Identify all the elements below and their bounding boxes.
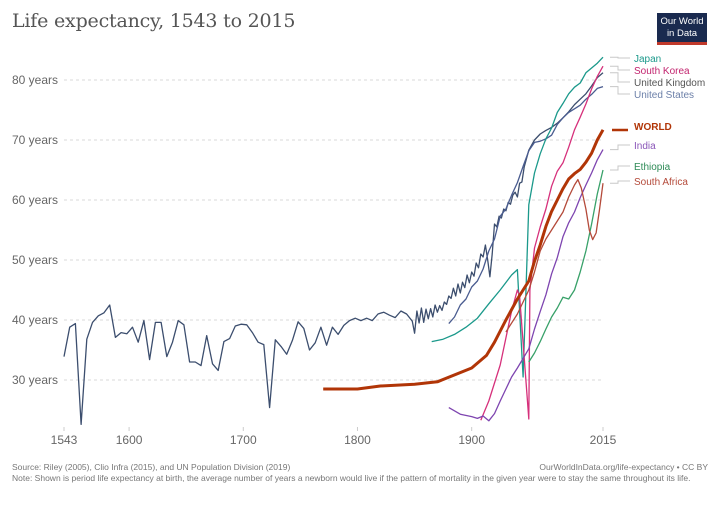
y-tick-label: 80 years [12, 73, 58, 87]
y-tick-label: 30 years [12, 373, 58, 387]
x-tick-label: 1543 [51, 433, 78, 447]
series-line-world[interactable] [323, 129, 605, 391]
y-tick-label: 70 years [12, 133, 58, 147]
series-label-united-kingdom[interactable]: United Kingdom [634, 78, 705, 89]
series-line-japan[interactable] [431, 56, 604, 378]
y-axis: 30 years 40 years 50 years 60 years 70 years… [12, 73, 58, 387]
owid-logo[interactable]: Our World in Data [657, 13, 707, 45]
source-url-link[interactable]: OurWorldInData.org/life-expectancy • CC … [539, 462, 708, 472]
x-tick-label: 1800 [344, 433, 371, 447]
series-line-united-kingdom[interactable] [63, 72, 604, 426]
series-label-south-korea[interactable]: South Korea [634, 66, 690, 77]
series-lines [63, 56, 605, 426]
x-axis: 1543 1600 1700 1800 1900 2015 [51, 427, 617, 447]
series-line-south-korea[interactable] [480, 65, 604, 421]
series-line-india[interactable] [448, 149, 604, 422]
series-line-south-africa[interactable] [505, 178, 604, 333]
source-text: Source: Riley (2005), Clio Infra (2015),… [12, 462, 291, 472]
logo-line-1: Our World [660, 16, 704, 27]
label-connector [610, 56, 630, 59]
label-connector [610, 144, 630, 151]
y-tick-label: 50 years [12, 253, 58, 267]
series-label-united-states[interactable]: United States [634, 90, 694, 101]
x-tick-label: 1900 [458, 433, 485, 447]
series-label-world[interactable]: WORLD [634, 122, 672, 133]
series-label-south-africa[interactable]: South Africa [634, 177, 688, 188]
label-connector [610, 86, 630, 95]
chart-title: Life expectancy, 1543 to 2015 [12, 10, 296, 32]
y-tick-label: 40 years [12, 313, 58, 327]
x-tick-label: 1600 [116, 433, 143, 447]
x-tick-label: 2015 [590, 433, 617, 447]
note-text: Note: Shown is period life expectancy at… [12, 473, 691, 483]
series-label-ethiopia[interactable]: Ethiopia [634, 162, 671, 173]
series-label-japan[interactable]: Japan [634, 54, 661, 65]
x-tick-label: 1700 [230, 433, 257, 447]
label-connector [610, 165, 630, 171]
label-connector [610, 65, 630, 71]
logo-line-2: in Data [666, 28, 698, 39]
label-connector [610, 180, 630, 184]
series-line-ethiopia[interactable] [528, 169, 604, 363]
series-line-united-states[interactable] [448, 85, 604, 325]
label-connector [610, 72, 630, 83]
y-tick-label: 60 years [12, 193, 58, 207]
series-label-india[interactable]: India [634, 141, 656, 152]
